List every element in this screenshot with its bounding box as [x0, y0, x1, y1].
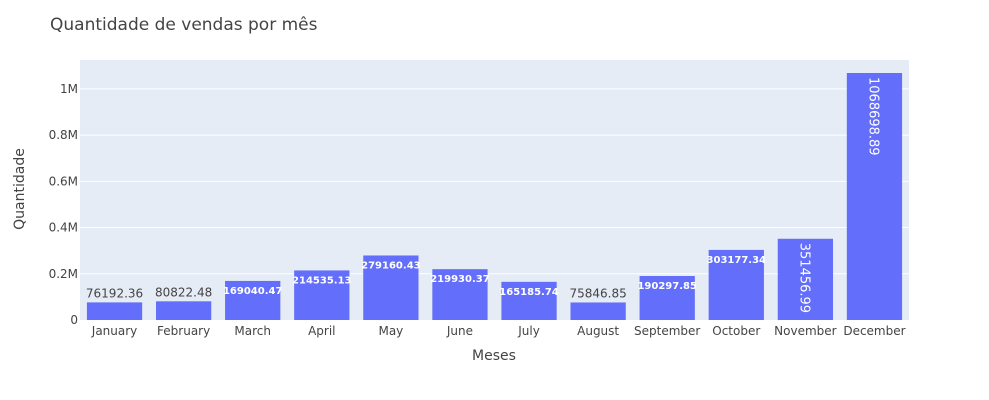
bar — [86, 302, 143, 320]
data-labels: 76192.36 80822.48 169040.47 214535.13 279160… — [86, 77, 881, 313]
data-label: 75846.85 — [569, 286, 626, 300]
data-label: 219930.37 — [430, 274, 490, 285]
bar — [294, 270, 350, 320]
data-label: 214535.13 — [292, 275, 352, 286]
x-tick-label: May — [378, 324, 403, 338]
bar — [570, 302, 626, 320]
bars — [86, 73, 903, 320]
data-label: 351456.99 — [796, 243, 811, 313]
plot-area — [80, 60, 909, 320]
y-tick-label: 1M — [60, 82, 78, 96]
data-label: 190297.85 — [637, 281, 697, 292]
bar — [363, 255, 419, 320]
data-label: 76192.36 — [86, 286, 143, 300]
data-label: 80822.48 — [155, 285, 212, 299]
bar — [501, 281, 557, 320]
x-tick-label: December — [843, 324, 905, 338]
y-axis-title: Quantidade — [12, 148, 28, 230]
bar — [225, 280, 281, 320]
bar — [708, 249, 764, 320]
x-tick-label: June — [446, 324, 473, 338]
y-tick-label: 0 — [70, 313, 78, 327]
grid-lines — [80, 88, 909, 275]
bar — [432, 269, 488, 320]
data-label: 169040.47 — [223, 286, 283, 297]
y-tick-label: 0.6M — [49, 174, 78, 188]
y-tick-label: 0.2M — [49, 267, 78, 281]
data-label: 303177.34 — [707, 255, 767, 266]
x-tick-label: March — [234, 324, 271, 338]
data-label: 279160.43 — [361, 260, 421, 271]
tick-labels: 0 0.2M 0.4M 0.6M 0.8M 1M January February March A… — [49, 82, 906, 338]
x-tick-label: February — [157, 324, 210, 338]
x-tick-label: September — [634, 324, 700, 338]
x-tick-label: July — [517, 324, 540, 338]
bar — [639, 276, 695, 320]
data-label: 165185.74 — [499, 287, 559, 298]
x-tick-label: October — [712, 324, 760, 338]
bar — [155, 301, 212, 320]
x-axis-title: Meses — [472, 348, 516, 364]
bar — [777, 238, 834, 320]
x-tick-label: January — [91, 324, 138, 338]
bar — [846, 73, 903, 320]
chart-title: Quantidade de vendas por mês — [50, 15, 318, 35]
data-label: 1068698.89 — [865, 77, 880, 156]
y-tick-label: 0.4M — [49, 221, 78, 235]
x-tick-label: April — [308, 324, 335, 338]
x-tick-label: August — [577, 324, 619, 338]
x-tick-label: November — [774, 324, 836, 338]
y-tick-label: 0.8M — [49, 128, 78, 142]
